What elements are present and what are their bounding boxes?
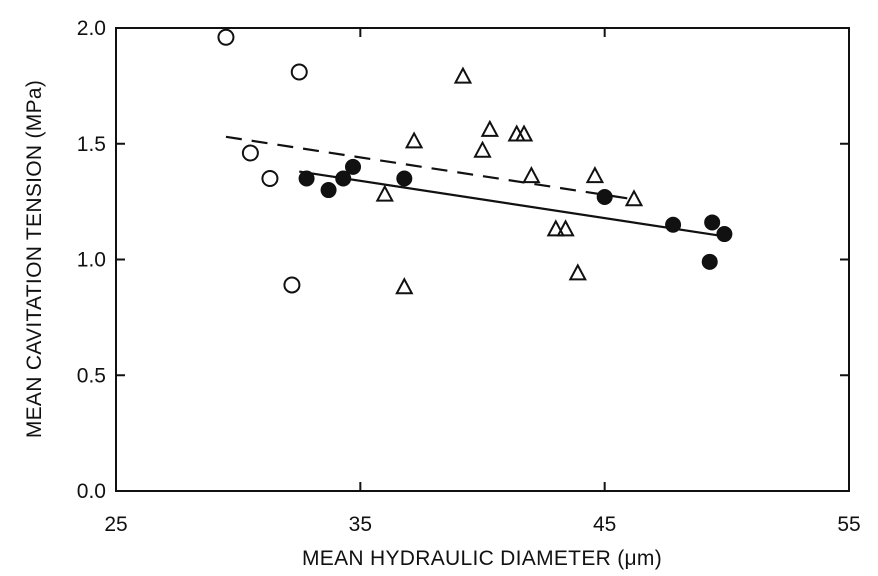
open-triangle-point xyxy=(568,263,587,281)
filled-circle-point xyxy=(335,170,352,187)
filled-circle-point xyxy=(716,226,733,243)
open-triangle-point xyxy=(375,184,394,202)
y-tick-label: 0.0 xyxy=(77,480,106,503)
y-tick-label: 2.0 xyxy=(77,17,106,40)
open-circle-point xyxy=(241,144,259,162)
solid-fit-line xyxy=(299,170,725,238)
x-tick-label: 25 xyxy=(104,513,127,536)
filled-circle-point xyxy=(704,214,721,231)
axis-ticks: 25 35 45 55 0.0 0.5 1.0 1.5 2.0 xyxy=(77,17,861,536)
plot-frame xyxy=(115,27,850,492)
open-triangle-point xyxy=(480,119,500,137)
open-triangle-point xyxy=(473,140,492,158)
open-circle-point xyxy=(283,276,301,294)
filled-circle-point xyxy=(596,188,613,205)
y-tick-label: 1.0 xyxy=(77,249,106,272)
open-triangle-point xyxy=(395,277,414,295)
data-points xyxy=(217,28,733,295)
open-circle-point xyxy=(217,28,235,46)
filled-circle-point xyxy=(298,170,315,187)
open-triangle-point xyxy=(514,124,534,142)
x-tick-label: 45 xyxy=(593,513,616,536)
fit-lines xyxy=(225,135,725,238)
y-tick-label: 1.5 xyxy=(77,133,106,156)
open-triangle-point xyxy=(585,166,605,184)
open-triangle-point xyxy=(404,131,424,149)
x-tick-label: 55 xyxy=(837,513,860,536)
x-axis-label: MEAN HYDRAULIC DIAMETER (μm) xyxy=(302,547,662,570)
filled-circle-point xyxy=(396,170,413,187)
filled-circle-point xyxy=(320,182,337,199)
open-triangle-point xyxy=(522,166,541,184)
x-tick-label: 35 xyxy=(349,513,372,536)
filled-circle-point xyxy=(665,216,682,233)
open-triangle-point xyxy=(453,66,473,84)
y-tick-label: 0.5 xyxy=(77,364,106,387)
open-triangle-point xyxy=(546,219,565,237)
filled-circle-point xyxy=(701,253,718,270)
dashed-fit-line xyxy=(225,135,635,201)
filled-circle-point xyxy=(345,158,362,175)
open-triangle-point xyxy=(624,189,644,207)
open-circle-point xyxy=(290,63,308,81)
open-triangle-point xyxy=(556,219,575,237)
open-circle-point xyxy=(261,169,279,187)
y-axis-label: MEAN CAVITATION TENSION (MPa) xyxy=(23,80,46,438)
